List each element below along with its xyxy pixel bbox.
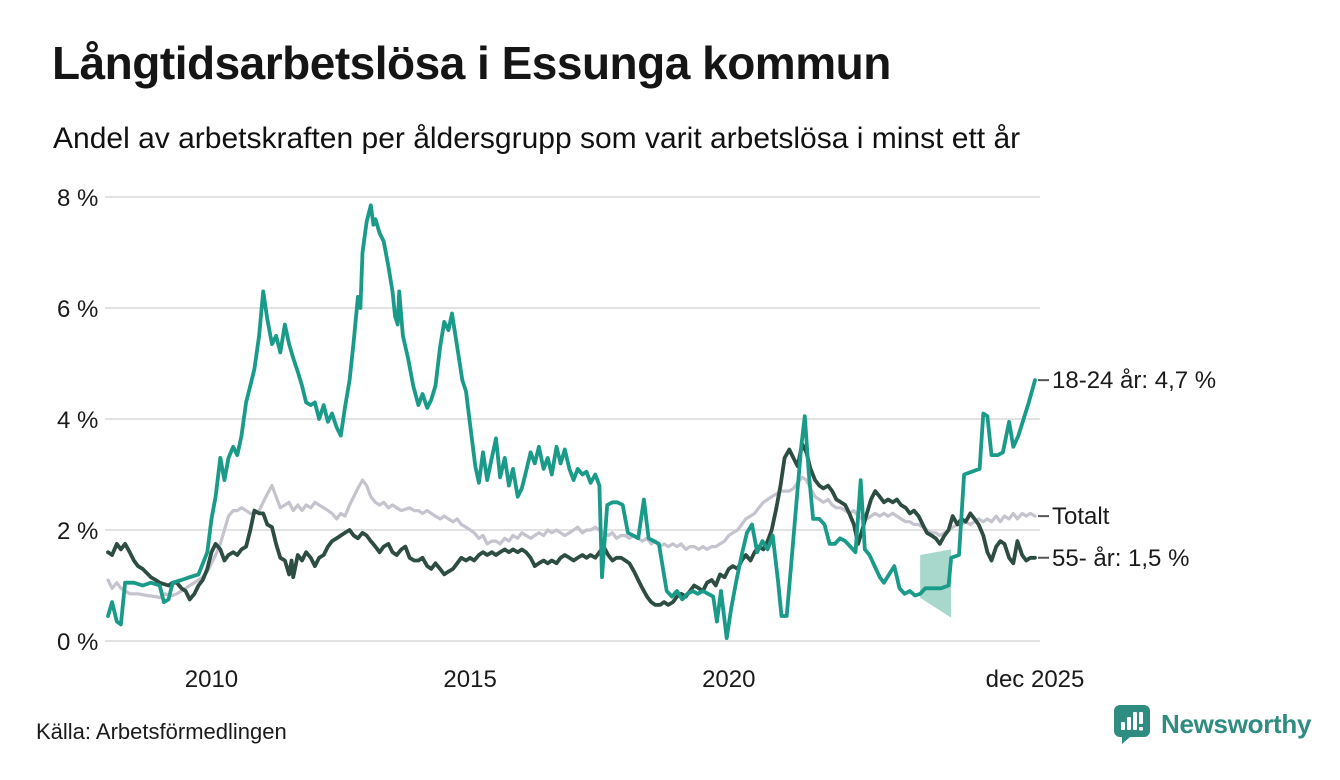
x-tick-label: dec 2025 (986, 666, 1085, 693)
gridlines (105, 196, 1040, 642)
label-leader-dashes (1038, 379, 1049, 559)
series-label-totalt: Totalt (1052, 503, 1110, 530)
y-tick-label: 4 % (57, 407, 98, 434)
series-label-55: 55- år: 1,5 % (1052, 545, 1189, 572)
series-label-18-24: 18-24 år: 4,7 % (1052, 367, 1216, 394)
series-line-18-24 år (106, 203, 1037, 641)
series-line-55- år (106, 442, 1037, 607)
x-axis-labels: 2010 2015 2020 dec 2025 (185, 666, 1085, 693)
source-note: Källa: Arbetsförmedlingen (36, 719, 287, 744)
newsworthy-logo-text: Newsworthy (1161, 708, 1312, 739)
uncertainty-band (920, 549, 952, 618)
y-tick-label: 0 % (57, 629, 98, 656)
page-title: Långtidsarbetslösa i Essunga kommun (52, 37, 891, 89)
page-subtitle: Andel av arbetskraften per åldersgrupp s… (53, 122, 1021, 155)
series-line-Totalt (106, 475, 1037, 600)
newsworthy-logo-icon (1114, 705, 1150, 744)
y-tick-label: 2 % (57, 518, 98, 545)
series-end-labels: 18-24 år: 4,7 % Totalt 55- år: 1,5 % (1052, 367, 1216, 572)
highlight-band (920, 549, 952, 618)
newsworthy-logo: Newsworthy (1112, 703, 1311, 745)
x-tick-label: 2010 (185, 666, 238, 693)
x-tick-label: 2015 (443, 666, 496, 693)
chart-series (106, 203, 1037, 641)
y-tick-label: 6 % (57, 296, 98, 323)
y-tick-label: 8 % (57, 185, 98, 212)
y-axis-labels: 8 % 6 % 4 % 2 % 0 % (57, 185, 98, 656)
x-tick-label: 2020 (702, 666, 755, 693)
